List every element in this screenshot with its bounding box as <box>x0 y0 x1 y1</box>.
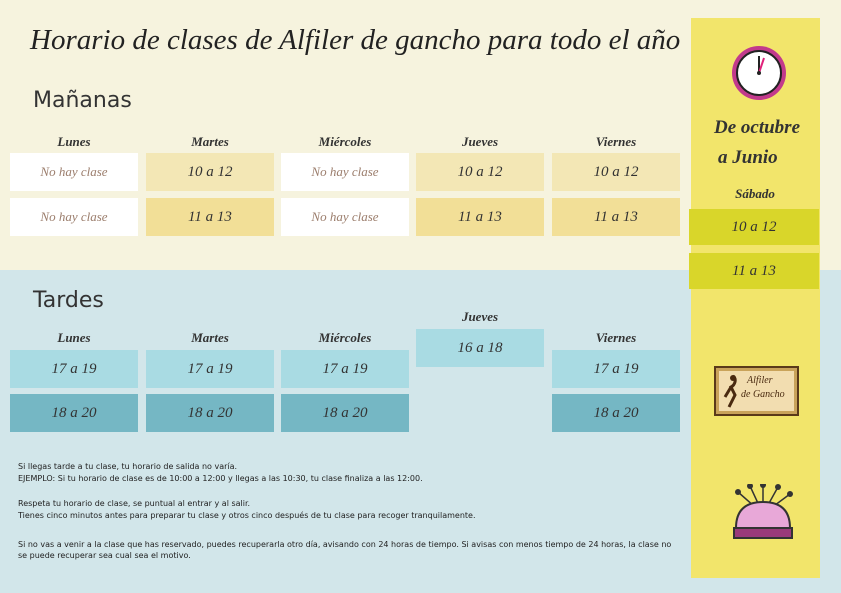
title: Horario de clases de Alfiler de gancho p… <box>30 24 681 56</box>
time-cell: 10 a 12 <box>146 153 274 191</box>
day-label: Martes <box>191 134 229 149</box>
no-class-cell: No hay clase <box>10 153 138 191</box>
afternoon-heading: Tardes <box>33 288 104 313</box>
day-label: Miércoles <box>318 330 372 345</box>
note: Si no vas a venir a la clase que has res… <box>18 540 672 560</box>
note: EJEMPLO: Si tu horario de clase es de 10… <box>18 474 423 483</box>
no-class-cell: No hay clase <box>10 198 138 236</box>
time-cell: 18 a 20 <box>552 394 680 432</box>
time-cell: 11 a 13 <box>146 198 274 236</box>
clock-icon <box>732 46 786 100</box>
day-label: Miércoles <box>318 134 372 149</box>
logo-text-1: Alfiler <box>747 375 773 386</box>
logo-text-2: de Gancho <box>741 389 785 400</box>
time-cell: 16 a 18 <box>416 329 544 367</box>
note: Respeta tu horario de clase, se puntual … <box>18 499 251 508</box>
time-cell: 17 a 19 <box>146 350 274 388</box>
day-label: Martes <box>191 330 229 345</box>
time-cell: 17 a 19 <box>552 350 680 388</box>
time-cell: 18 a 20 <box>281 394 409 432</box>
pincushion-icon <box>733 484 793 539</box>
time-cell: 10 a 12 <box>552 153 680 191</box>
day-label: Jueves <box>461 134 499 149</box>
no-class-cell: No hay clase <box>281 198 409 236</box>
sidebar <box>691 18 820 578</box>
time-cell: 17 a 19 <box>10 350 138 388</box>
period-line-1: De octubre <box>714 117 801 138</box>
day-label: Viernes <box>595 330 637 345</box>
sidebar-day: Sábado <box>735 186 775 201</box>
note: Si llegas tarde a tu clase, tu horario d… <box>18 462 238 471</box>
day-label: Lunes <box>57 330 91 345</box>
day-label: Lunes <box>57 134 91 149</box>
time-cell: 18 a 20 <box>146 394 274 432</box>
logo-figure <box>723 374 737 408</box>
time-cell: 11 a 13 <box>416 198 544 236</box>
time-cell: 10 a 12 <box>416 153 544 191</box>
time-cell: 17 a 19 <box>281 350 409 388</box>
no-class-cell: No hay clase <box>281 153 409 191</box>
morning-heading: Mañanas <box>33 88 132 113</box>
time-cell: 18 a 20 <box>10 394 138 432</box>
day-label: Viernes <box>595 134 637 149</box>
period-line-2: a Junio <box>718 147 778 168</box>
day-label: Jueves <box>461 309 499 324</box>
logo: Alfiler de Gancho <box>714 366 799 416</box>
saturday-cell: 11 a 13 <box>689 253 819 289</box>
saturday-cell: 10 a 12 <box>689 209 819 245</box>
time-cell: 11 a 13 <box>552 198 680 236</box>
note: Tienes cinco minutos antes para preparar… <box>18 511 476 520</box>
